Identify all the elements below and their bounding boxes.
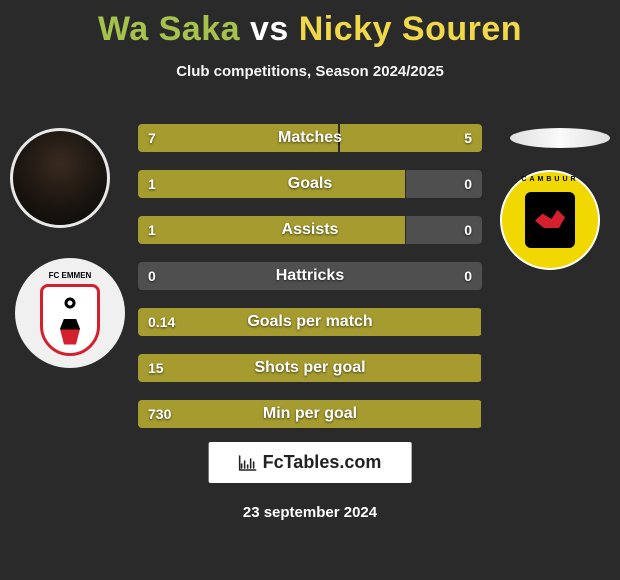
date-text: 23 september 2024 xyxy=(0,504,620,521)
club-right-shield-icon xyxy=(525,192,575,248)
subtitle: Club competitions, Season 2024/2025 xyxy=(0,63,620,80)
club-left-name: FC EMMEN xyxy=(49,271,92,280)
stat-row: 10Goals xyxy=(138,170,482,198)
stat-label: Goals xyxy=(138,170,482,198)
player2-name: Nicky Souren xyxy=(299,10,522,48)
stat-row: 730Min per goal xyxy=(138,400,482,428)
stats-chart: 75Matches 10Goals 10Assists 00Hattricks 0.14… xyxy=(138,124,482,446)
stat-label: Assists xyxy=(138,216,482,244)
chart-icon xyxy=(239,455,257,471)
stat-label: Shots per goal xyxy=(138,354,482,382)
stat-label: Matches xyxy=(138,124,482,152)
stat-row: 00Hattricks xyxy=(138,262,482,290)
player1-name: Wa Saka xyxy=(98,10,240,48)
stat-row: 10Assists xyxy=(138,216,482,244)
club-left-shield-icon xyxy=(40,284,100,356)
stat-label: Goals per match xyxy=(138,308,482,336)
stat-row: 0.14Goals per match xyxy=(138,308,482,336)
watermark-text: FcTables.com xyxy=(263,452,382,473)
stat-label: Hattricks xyxy=(138,262,482,290)
stat-row: 75Matches xyxy=(138,124,482,152)
player1-avatar xyxy=(10,128,110,228)
vs-separator: vs xyxy=(240,10,299,48)
page-title: Wa Saka vs Nicky Souren xyxy=(0,0,620,49)
watermark: FcTables.com xyxy=(209,442,412,483)
club-right-name: CAMBUUR xyxy=(521,176,578,183)
stat-label: Min per goal xyxy=(138,400,482,428)
club-logo-left: FC EMMEN xyxy=(15,258,125,368)
stat-row: 15Shots per goal xyxy=(138,354,482,382)
club-logo-right: CAMBUUR xyxy=(500,170,600,270)
player2-avatar xyxy=(510,128,610,148)
